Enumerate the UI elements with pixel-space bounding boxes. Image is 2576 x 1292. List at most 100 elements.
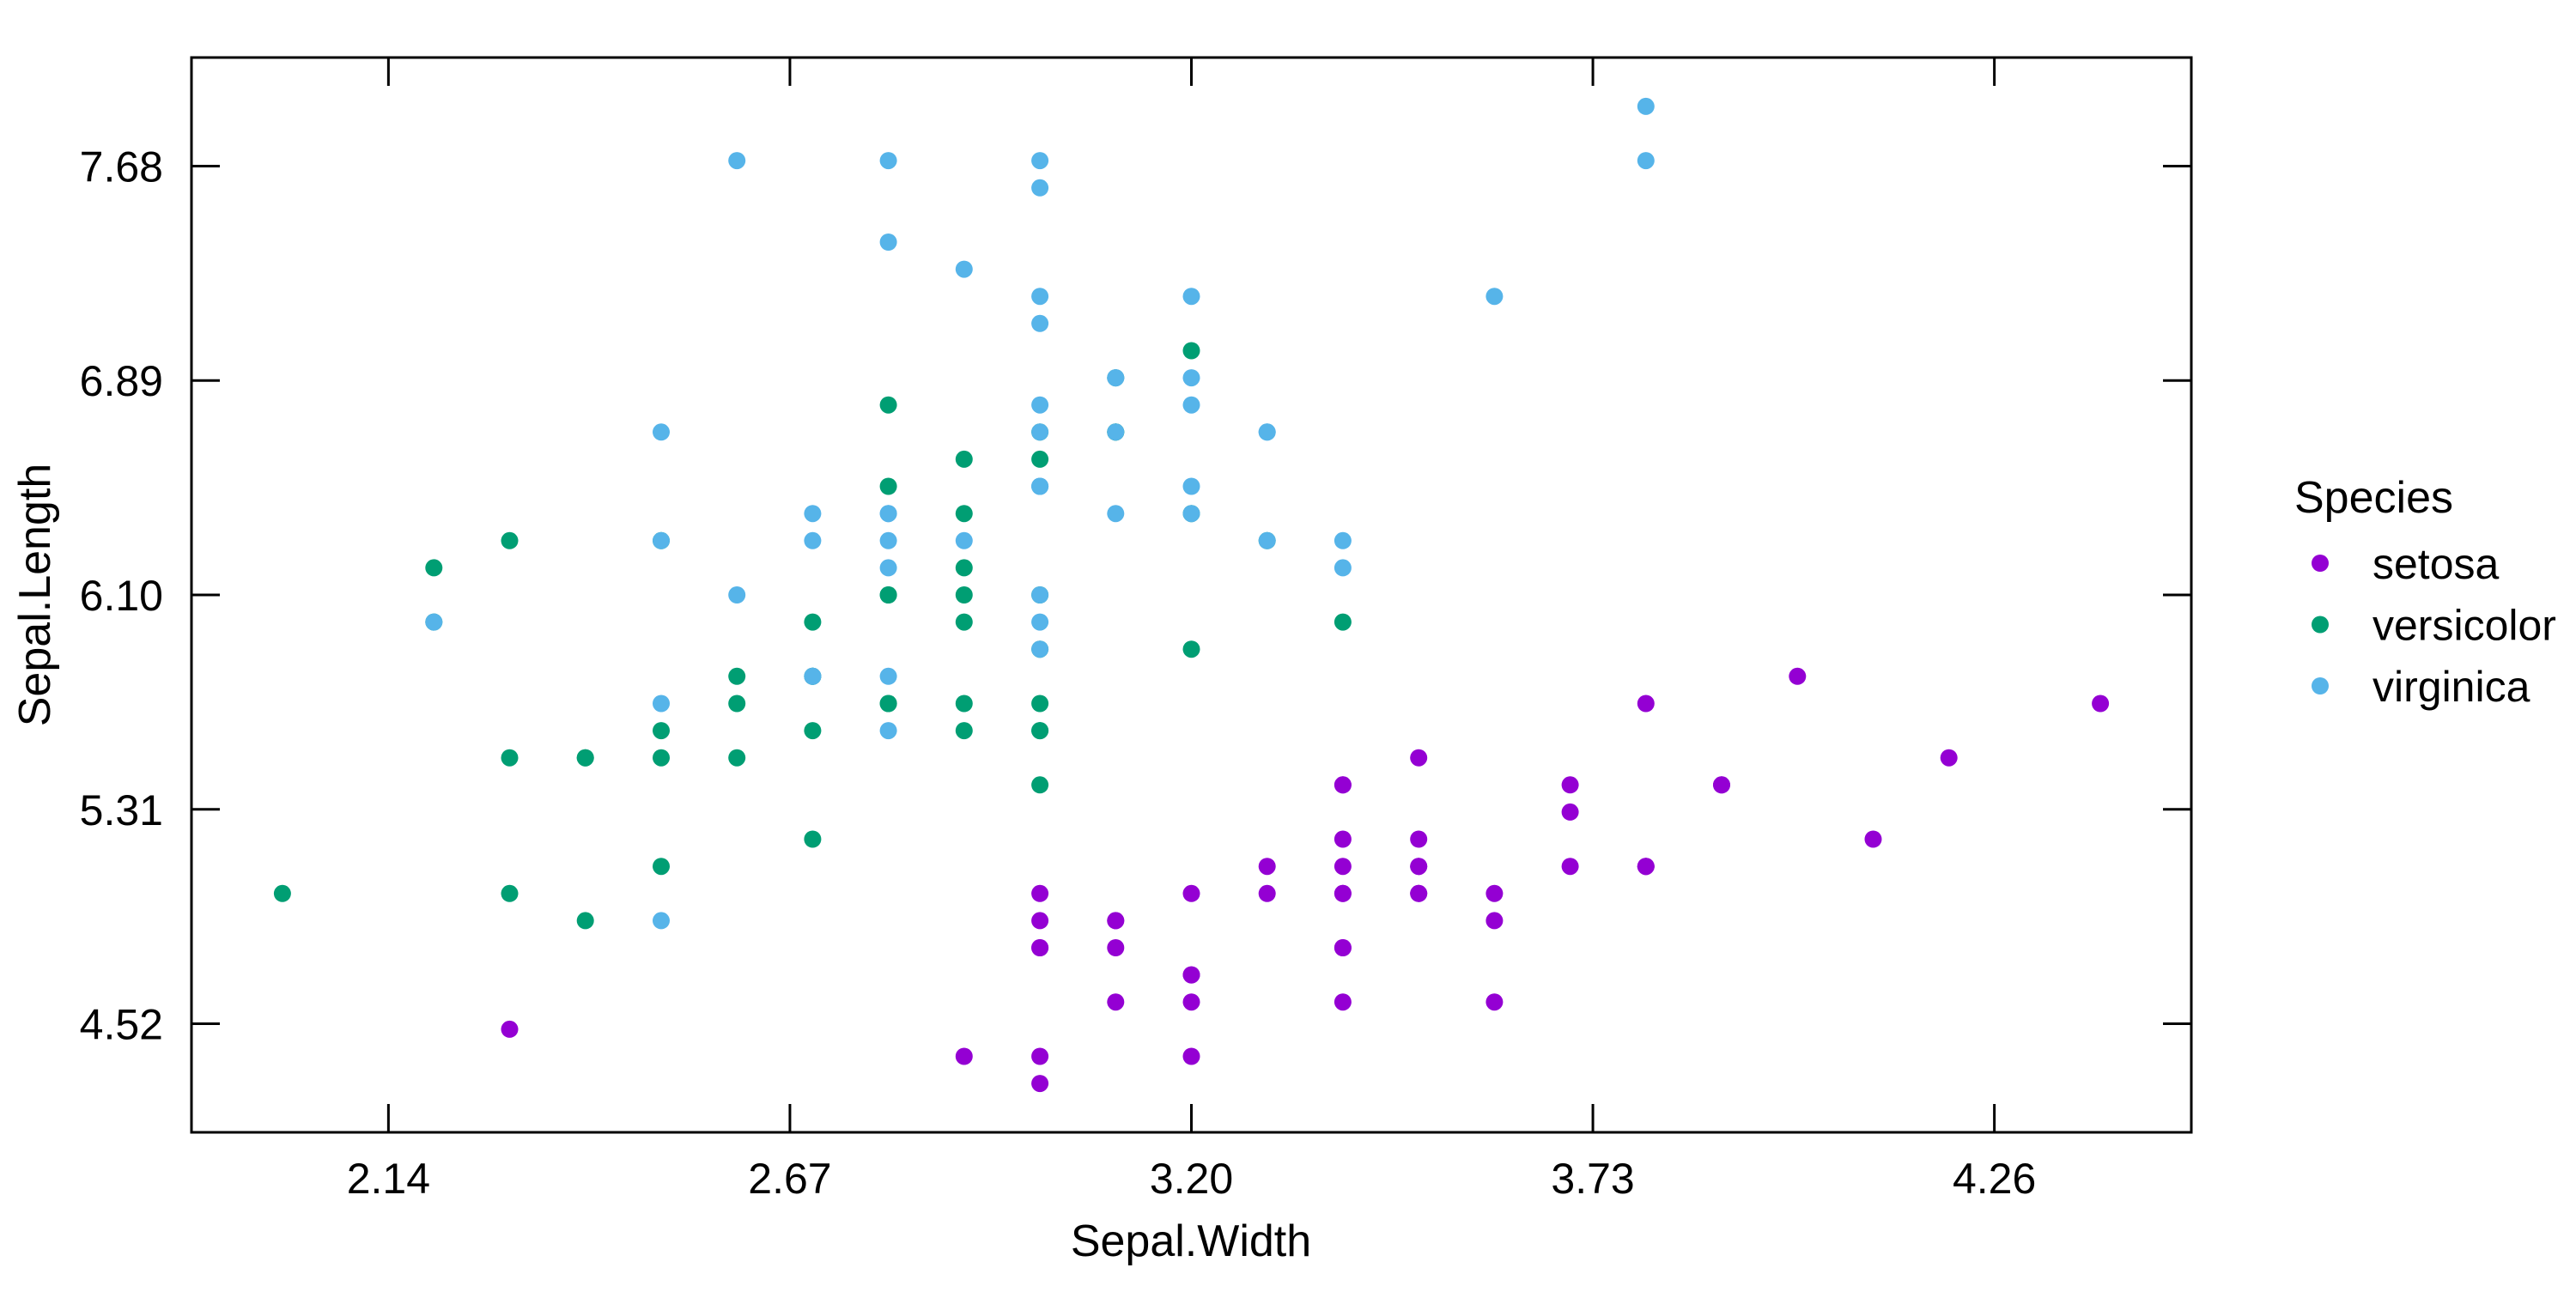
data-point-setosa: [1334, 884, 1352, 902]
data-point-virginica: [1031, 179, 1049, 197]
data-point-versicolor: [653, 722, 670, 740]
data-point-setosa: [1713, 776, 1730, 794]
legend-swatch-setosa: [2312, 555, 2329, 572]
data-point-versicolor: [955, 613, 973, 631]
data-point-setosa: [1031, 1047, 1049, 1065]
data-point-versicolor: [879, 695, 897, 713]
data-point-versicolor: [879, 477, 897, 495]
data-point-virginica: [1182, 288, 1200, 306]
data-point-virginica: [1031, 423, 1049, 441]
data-point-virginica: [1485, 288, 1504, 306]
data-point-setosa: [1410, 858, 1428, 876]
data-point-virginica: [1031, 396, 1049, 414]
data-point-virginica: [1182, 505, 1200, 523]
data-point-virginica: [804, 667, 822, 685]
data-point-virginica: [955, 260, 973, 278]
data-point-versicolor: [804, 613, 822, 631]
data-point-setosa: [1940, 749, 1958, 767]
data-point-versicolor: [728, 695, 746, 713]
data-point-virginica: [1107, 505, 1125, 523]
data-point-virginica: [1031, 288, 1049, 306]
axis-ticks: [191, 58, 2191, 1132]
data-point-setosa: [1182, 966, 1200, 984]
data-point-virginica: [879, 722, 897, 740]
data-points: [273, 97, 2110, 1093]
data-point-versicolor: [576, 912, 594, 930]
data-point-setosa: [1182, 993, 1200, 1011]
legend: Species setosa versicolor virginica: [2294, 473, 2556, 711]
y-tick-label: 7.68: [80, 143, 163, 191]
data-point-setosa: [1864, 830, 1882, 848]
data-point-virginica: [1182, 369, 1200, 387]
data-point-setosa: [1031, 1075, 1049, 1093]
data-point-versicolor: [576, 749, 594, 767]
legend-label-versicolor: versicolor: [2372, 602, 2556, 650]
data-point-virginica: [879, 234, 897, 251]
data-point-setosa: [1107, 993, 1125, 1011]
data-point-virginica: [879, 531, 897, 549]
data-point-versicolor: [804, 830, 822, 848]
data-point-setosa: [1561, 776, 1579, 794]
data-point-virginica: [879, 667, 897, 685]
data-point-virginica: [1637, 152, 1655, 170]
data-point-versicolor: [1031, 722, 1049, 740]
data-point-versicolor: [425, 559, 443, 577]
data-point-virginica: [1258, 423, 1276, 441]
y-tick-label: 4.52: [80, 1001, 163, 1049]
data-point-setosa: [1258, 858, 1276, 876]
data-point-setosa: [1182, 884, 1200, 902]
data-point-setosa: [1485, 884, 1504, 902]
data-point-virginica: [1334, 531, 1352, 549]
data-point-virginica: [728, 152, 746, 170]
data-point-setosa: [1485, 912, 1504, 930]
data-point-setosa: [1031, 912, 1049, 930]
x-tick-label: 2.67: [748, 1155, 831, 1203]
data-point-setosa: [1107, 912, 1125, 930]
data-point-virginica: [879, 559, 897, 577]
x-tick-label: 2.14: [347, 1155, 430, 1203]
data-point-virginica: [1258, 531, 1276, 549]
data-point-versicolor: [955, 505, 973, 523]
data-point-versicolor: [955, 722, 973, 740]
data-point-setosa: [1789, 667, 1807, 685]
data-point-versicolor: [1031, 450, 1049, 468]
y-tick-label: 6.10: [80, 572, 163, 620]
data-point-virginica: [1334, 559, 1352, 577]
data-point-virginica: [653, 423, 670, 441]
data-point-versicolor: [1182, 342, 1200, 360]
data-point-versicolor: [879, 396, 897, 414]
data-point-virginica: [653, 912, 670, 930]
data-point-versicolor: [501, 531, 519, 549]
data-point-setosa: [1410, 884, 1428, 902]
data-point-virginica: [1031, 477, 1049, 495]
axis-tick-labels: 2.14 2.67 3.20 3.73 4.26 4.52 5.31 6.10 6.89 7.68: [80, 143, 2037, 1203]
data-point-virginica: [879, 505, 897, 523]
y-axis-title: Sepal.Length: [10, 464, 60, 727]
data-point-setosa: [1561, 803, 1579, 821]
data-point-setosa: [1182, 1047, 1200, 1065]
data-point-versicolor: [1031, 695, 1049, 713]
data-point-setosa: [1334, 939, 1352, 956]
data-point-versicolor: [273, 884, 291, 902]
data-point-setosa: [1637, 695, 1655, 713]
legend-swatch-virginica: [2312, 677, 2329, 695]
data-point-virginica: [1031, 640, 1049, 658]
x-tick-label: 3.20: [1150, 1155, 1233, 1203]
data-point-setosa: [1561, 858, 1579, 876]
data-point-setosa: [501, 1020, 519, 1038]
data-point-versicolor: [955, 450, 973, 468]
data-point-virginica: [1107, 369, 1125, 387]
data-point-versicolor: [955, 559, 973, 577]
data-point-setosa: [1410, 830, 1428, 848]
data-point-setosa: [1031, 884, 1049, 902]
data-point-virginica: [804, 505, 822, 523]
data-point-setosa: [1334, 858, 1352, 876]
x-tick-label: 3.73: [1551, 1155, 1634, 1203]
data-point-virginica: [728, 586, 746, 604]
legend-label-setosa: setosa: [2372, 540, 2500, 588]
data-point-versicolor: [728, 667, 746, 685]
data-point-virginica: [653, 695, 670, 713]
data-point-virginica: [1031, 314, 1049, 332]
data-point-versicolor: [955, 695, 973, 713]
